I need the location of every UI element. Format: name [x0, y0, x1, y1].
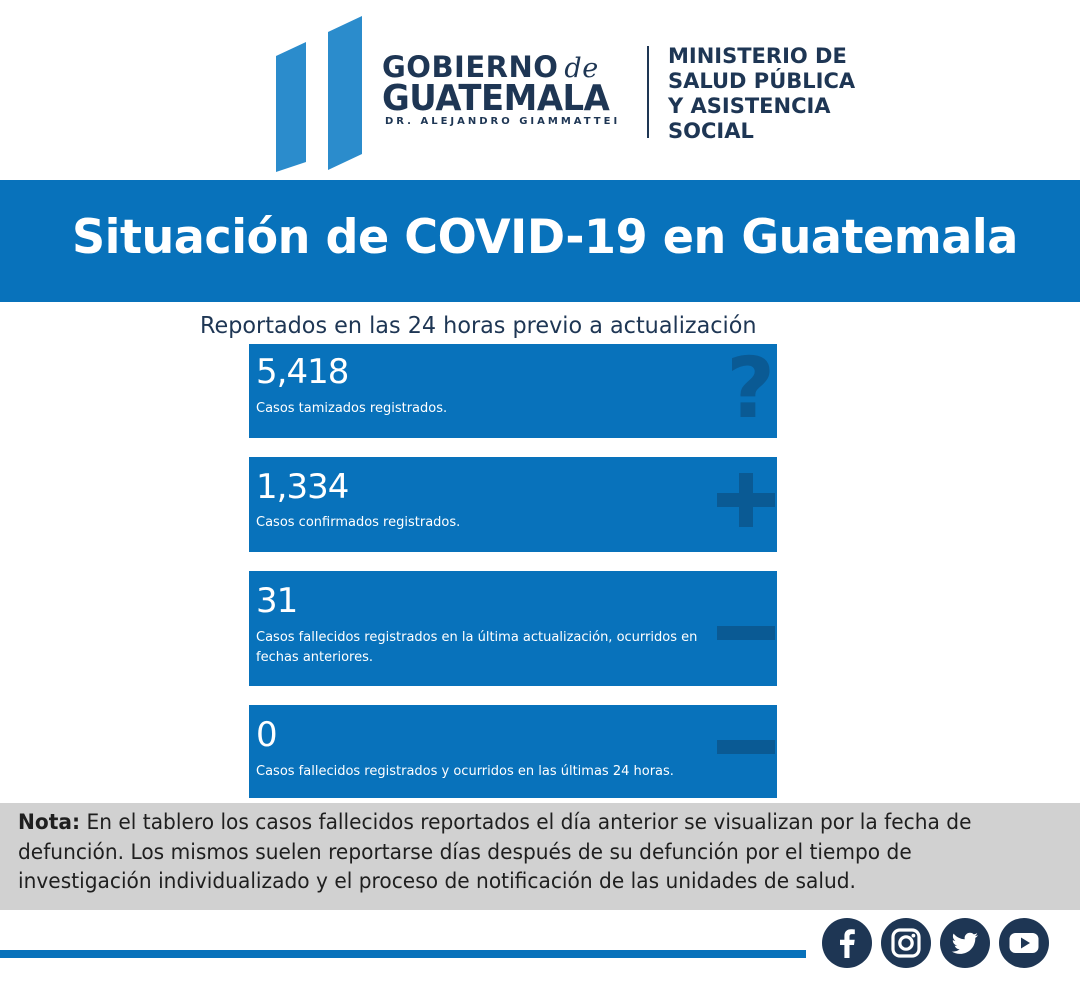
stat-label: Casos fallecidos registrados en la últim… — [256, 630, 698, 665]
presidente-text: DR. ALEJANDRO GIAMMATTEI — [385, 116, 621, 127]
guatemala-text: GUATEMALA — [382, 78, 610, 119]
stat-card-confirmados: 1,334 Casos confirmados registrados. — [249, 457, 777, 552]
stat-card-fallecidos-24h: 0 Casos fallecidos registrados y ocurrid… — [249, 705, 777, 798]
ministerio-line: SOCIAL — [668, 119, 754, 143]
header — [0, 0, 1080, 180]
stat-value: 0 — [256, 715, 278, 755]
stat-value: 1,334 — [256, 467, 349, 507]
title-banner — [0, 180, 1080, 302]
footer-line — [0, 950, 806, 958]
gobierno-logo: GOBIERNO de GUATEMALA DR. ALEJANDRO GIAMM… — [382, 50, 627, 130]
stat-value: 5,418 — [256, 352, 349, 392]
minus-icon — [717, 626, 775, 640]
note-text: Nota: En el tablero los casos fallecidos… — [18, 808, 1016, 897]
twitter-icon[interactable] — [940, 918, 990, 968]
instagram-icon[interactable] — [881, 918, 931, 968]
ministerio-line: MINISTERIO DE — [668, 44, 847, 68]
subtitle: Reportados en las 24 horas previo a actu… — [200, 313, 757, 339]
note-body: En el tablero los casos fallecidos repor… — [18, 810, 972, 893]
stat-card-tamizados: 5,418 Casos tamizados registrados. ? — [249, 344, 777, 438]
ministerio-line: Y ASISTENCIA — [668, 94, 831, 118]
guatemala-emblem-icon — [276, 16, 362, 172]
question-icon: ? — [726, 344, 775, 437]
facebook-icon[interactable] — [822, 918, 872, 968]
youtube-icon[interactable] — [999, 918, 1049, 968]
gobierno-text: GOBIERNO de — [382, 50, 599, 84]
stat-label: Casos confirmados registrados. — [256, 515, 461, 530]
stat-label: Casos tamizados registrados. — [256, 401, 448, 416]
logo-divider — [647, 46, 649, 138]
page-title: Situación de COVID-19 en Guatemala — [72, 210, 1018, 265]
stat-card-fallecidos-anteriores: 31 Casos fallecidos registrados en la úl… — [249, 571, 777, 686]
stat-value: 31 — [256, 581, 298, 621]
note-box — [0, 803, 1080, 910]
note-label: Nota: — [18, 810, 81, 834]
ministerio-logo-text: MINISTERIO DE SALUD PÚBLICA Y ASISTENCIA… — [668, 44, 855, 144]
ministerio-line: SALUD PÚBLICA — [668, 69, 856, 93]
stat-label: Casos fallecidos registrados y ocurridos… — [256, 764, 674, 779]
de-text: de — [564, 53, 599, 84]
plus-icon — [717, 473, 775, 527]
minus-icon — [717, 740, 775, 754]
